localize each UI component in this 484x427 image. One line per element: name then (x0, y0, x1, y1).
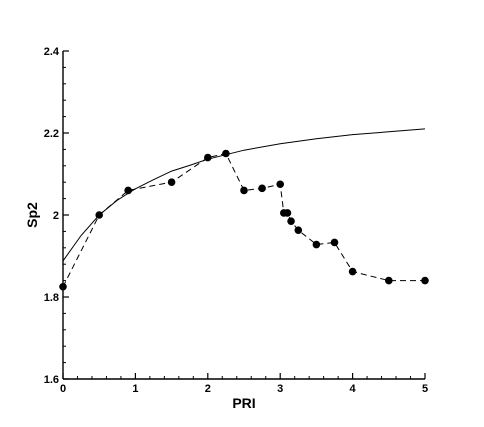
data-point (385, 276, 393, 285)
data-point (167, 178, 176, 186)
data-dashed-line (62, 152, 425, 288)
y-tick-label: 1.6 (44, 374, 59, 386)
series-layer (59, 128, 429, 291)
x-tick-label: 5 (422, 383, 428, 395)
y-tick-label: 2.4 (44, 46, 60, 58)
x-tick-label: 1 (132, 383, 138, 395)
data-point (59, 282, 67, 291)
data-point (222, 149, 230, 158)
data-point (240, 186, 248, 195)
data-point (276, 180, 285, 189)
data-point (421, 276, 429, 285)
y-tick-label: 1.8 (44, 292, 59, 304)
fit-curve-line (62, 128, 426, 262)
data-point (287, 217, 295, 225)
x-tick-label: 4 (350, 383, 357, 395)
data-point (330, 238, 339, 247)
data-point (294, 226, 303, 234)
x-ticks: 0 1 2 3 4 5 (60, 373, 428, 395)
y-ticks: 1.6 1.8 2 2.2 2.4 (44, 46, 69, 386)
x-axis-title: PRI (232, 395, 255, 411)
x-tick-label: 3 (277, 383, 283, 395)
x-tick-label: 0 (60, 383, 66, 395)
y-axis-title: Sp2 (24, 202, 40, 228)
y-tick-label: 2 (53, 210, 59, 222)
axes (62, 51, 425, 380)
x-tick-label: 2 (205, 383, 211, 395)
data-point (258, 184, 266, 193)
y-tick-label: 2.2 (44, 128, 59, 140)
data-point (283, 209, 292, 217)
data-point (312, 240, 321, 249)
data-point (348, 267, 357, 276)
